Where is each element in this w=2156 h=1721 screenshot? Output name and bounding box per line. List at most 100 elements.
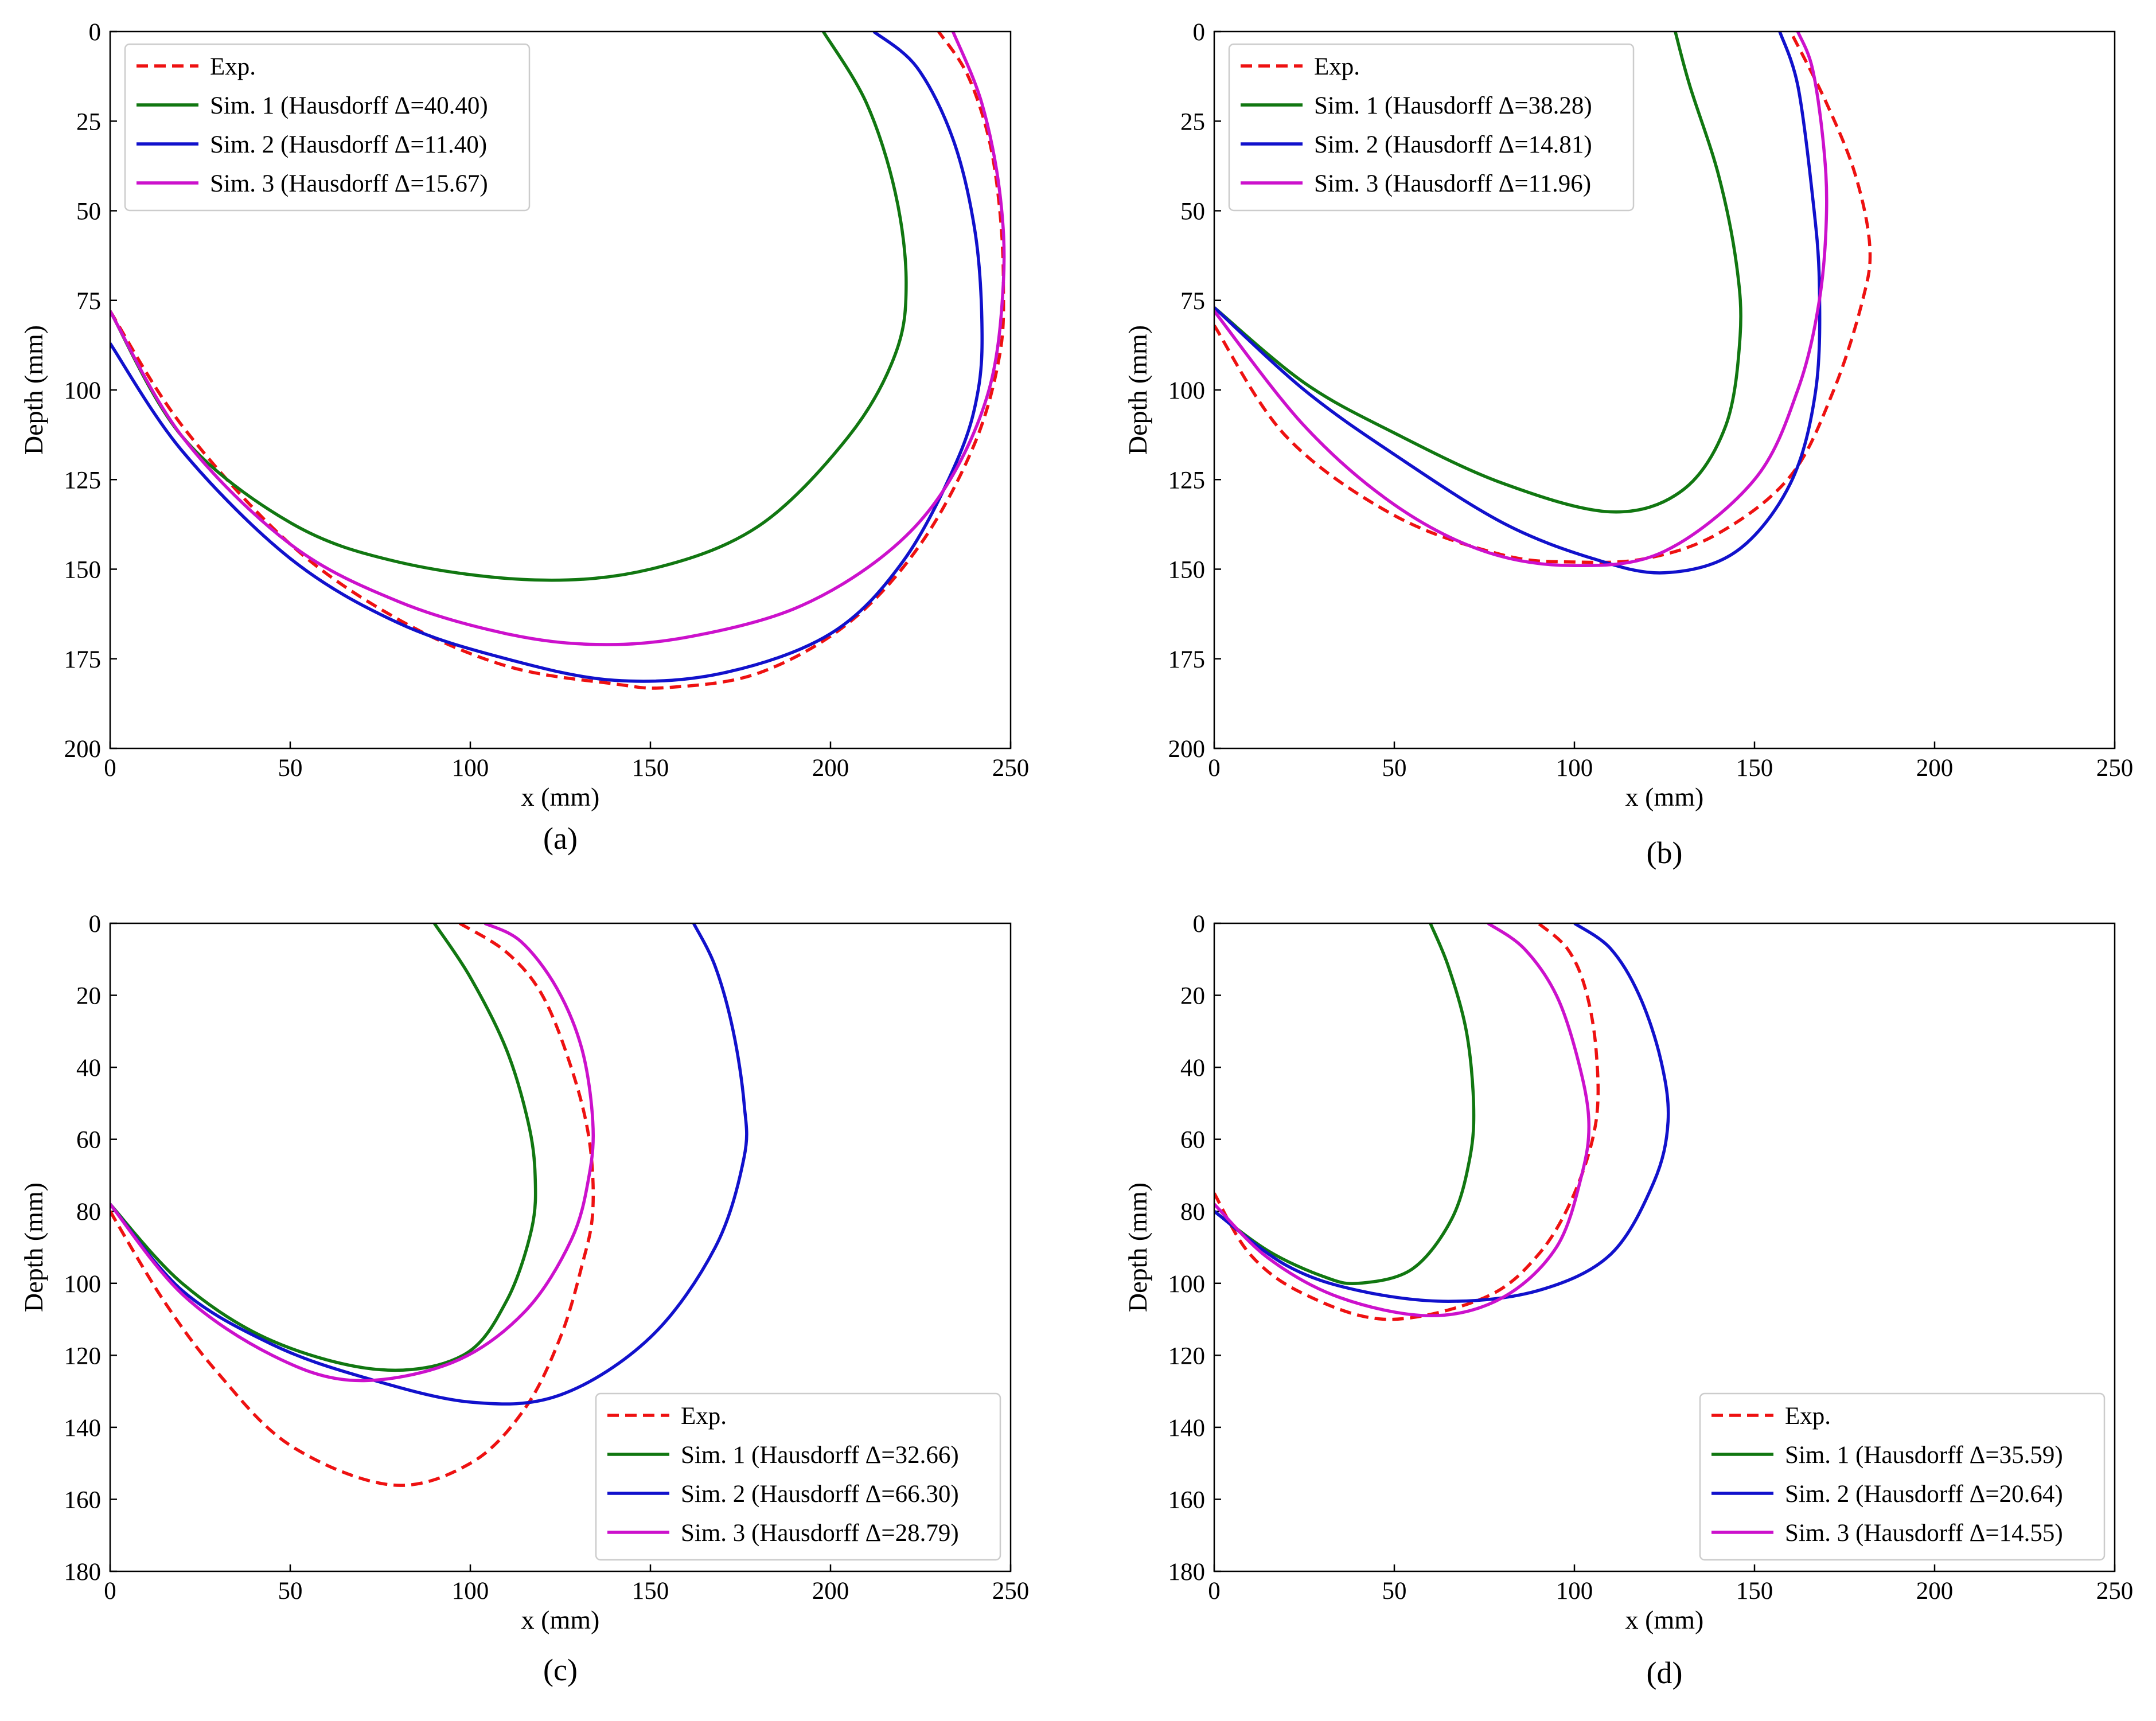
y-tick-label: 80 [76, 1199, 101, 1226]
series-group [1214, 32, 1872, 575]
series-group [1214, 923, 1670, 1321]
y-tick-label: 50 [76, 198, 101, 225]
y-axis-label: Depth (mm) [1123, 325, 1152, 455]
series-line-sim-2 [110, 923, 748, 1406]
y-tick-label: 100 [64, 1271, 102, 1298]
y-tick-label: 25 [1180, 108, 1205, 135]
y-tick-label: 175 [1168, 646, 1206, 673]
y-tick-label: 40 [76, 1055, 101, 1082]
y-tick-label: 160 [64, 1486, 102, 1513]
x-tick-label: 100 [1556, 1578, 1593, 1605]
legend-entry: Sim. 2 (Hausdorff Δ=20.64) [1785, 1481, 2063, 1508]
x-tick-label: 150 [632, 1578, 669, 1605]
y-tick-label: 100 [64, 377, 102, 404]
legend: Exp. Sim. 1 (Hausdorff Δ=35.59) Sim. 2 (Ha… [1699, 1392, 2106, 1561]
x-tick-label: 150 [632, 755, 669, 782]
x-tick-label: 250 [992, 1578, 1030, 1605]
series-line-sim-3 [1214, 32, 1828, 568]
legend-entry: Sim. 1 (Hausdorff Δ=40.40) [210, 92, 488, 119]
legend-entry: Sim. 1 (Hausdorff Δ=35.59) [1785, 1442, 2063, 1469]
y-tick-label: 75 [76, 288, 101, 315]
series-line-sim-2 [1214, 32, 1822, 575]
series-line-sim-3 [110, 32, 1006, 646]
series-group [110, 923, 748, 1487]
x-tick-label: 200 [812, 1578, 849, 1605]
x-tick-label: 0 [104, 755, 116, 782]
legend-frame [1228, 43, 1635, 212]
series-line-exp [110, 923, 595, 1487]
legend-entry: Exp. [1785, 1403, 1831, 1430]
panel-label: (d) [1647, 1656, 1683, 1690]
y-tick-label: 160 [1168, 1486, 1206, 1513]
legend-entry: Sim. 2 (Hausdorff Δ=66.30) [681, 1481, 959, 1508]
y-tick-label: 150 [64, 557, 102, 584]
panel-d: 0 50 100 150 200 250 0 20 40 60 80 100 120 140 160 180 x… [1123, 911, 2133, 1690]
y-tick-label: 25 [76, 108, 101, 135]
legend-entry: Sim. 2 (Hausdorff Δ=14.81) [1314, 131, 1592, 158]
y-tick-label: 100 [1168, 1271, 1206, 1298]
y-tick-label: 175 [64, 646, 102, 673]
legend-entry: Sim. 3 (Hausdorff Δ=14.55) [1785, 1520, 2063, 1547]
legend-entry: Sim. 3 (Hausdorff Δ=28.79) [681, 1520, 959, 1547]
series-line-sim-1 [1214, 32, 1742, 514]
y-tick-label: 20 [76, 983, 101, 1010]
x-tick-label: 50 [1382, 755, 1407, 782]
x-tick-label: 250 [2096, 1578, 2134, 1605]
y-tick-label: 200 [64, 736, 102, 763]
x-tick-label: 100 [452, 1578, 489, 1605]
x-tick-label: 200 [1916, 1578, 1954, 1605]
series-line-sim-1 [1214, 923, 1476, 1285]
y-tick-label: 200 [1168, 736, 1206, 763]
y-tick-label: 0 [1193, 19, 1206, 46]
legend-entry: Sim. 3 (Hausdorff Δ=15.67) [210, 170, 488, 197]
y-tick-label: 140 [64, 1415, 102, 1442]
legend-entry: Sim. 2 (Hausdorff Δ=11.40) [210, 131, 487, 158]
legend: Exp. Sim. 1 (Hausdorff Δ=40.40) Sim. 2 (Ha… [124, 43, 531, 212]
panel-c: 0 50 100 150 200 250 0 20 40 60 80 100 120 140 160 180 x… [19, 911, 1029, 1687]
plot-frame [1213, 30, 2116, 750]
x-axis-label: x (mm) [521, 1605, 600, 1634]
y-tick-label: 75 [1180, 288, 1205, 315]
x-tick-label: 50 [1382, 1578, 1407, 1605]
y-tick-label: 80 [1180, 1199, 1205, 1226]
legend-frame [124, 43, 531, 212]
y-axis-label: Depth (mm) [1123, 1183, 1152, 1312]
panel-a: 0 50 100 150 200 250 0 25 50 75 100 125 150 175 200 x (… [19, 19, 1029, 856]
series-group [110, 32, 1006, 690]
x-tick-label: 200 [1916, 755, 1954, 782]
plot-frame [109, 30, 1012, 750]
x-axis-label: x (mm) [1625, 782, 1704, 811]
x-tick-label: 250 [992, 755, 1030, 782]
y-tick-label: 100 [1168, 377, 1206, 404]
x-tick-label: 50 [278, 1578, 303, 1605]
x-tick-label: 150 [1736, 1578, 1773, 1605]
legend-entry: Sim. 3 (Hausdorff Δ=11.96) [1314, 170, 1591, 197]
y-tick-label: 180 [64, 1559, 102, 1586]
y-axis-label: Depth (mm) [19, 325, 48, 455]
y-tick-label: 120 [64, 1343, 102, 1369]
y-tick-label: 0 [89, 19, 102, 46]
y-tick-label: 125 [64, 467, 102, 494]
panel-b: 0 50 100 150 200 250 0 25 50 75 100 125 150 175 200 x (… [1123, 19, 2133, 870]
panel-label: (a) [543, 821, 578, 856]
x-tick-label: 100 [452, 755, 489, 782]
series-line-exp [1214, 32, 1872, 564]
y-tick-label: 0 [89, 911, 102, 938]
x-tick-label: 0 [1208, 1578, 1221, 1605]
legend-frame [1699, 1392, 2106, 1561]
y-tick-label: 120 [1168, 1343, 1206, 1369]
legend: Exp. Sim. 1 (Hausdorff Δ=32.66) Sim. 2 (Ha… [595, 1392, 1001, 1561]
panel-label: (c) [543, 1653, 578, 1687]
y-tick-label: 150 [1168, 557, 1206, 584]
y-tick-label: 20 [1180, 983, 1205, 1010]
y-tick-label: 125 [1168, 467, 1206, 494]
series-line-sim-1 [110, 923, 537, 1372]
plot-frame [1213, 922, 2116, 1572]
series-line-sim-2 [110, 32, 984, 683]
y-tick-label: 140 [1168, 1415, 1206, 1442]
y-tick-label: 60 [76, 1127, 101, 1154]
x-tick-label: 100 [1556, 755, 1593, 782]
y-tick-label: 50 [1180, 198, 1205, 225]
legend-entry: Exp. [1314, 53, 1360, 80]
